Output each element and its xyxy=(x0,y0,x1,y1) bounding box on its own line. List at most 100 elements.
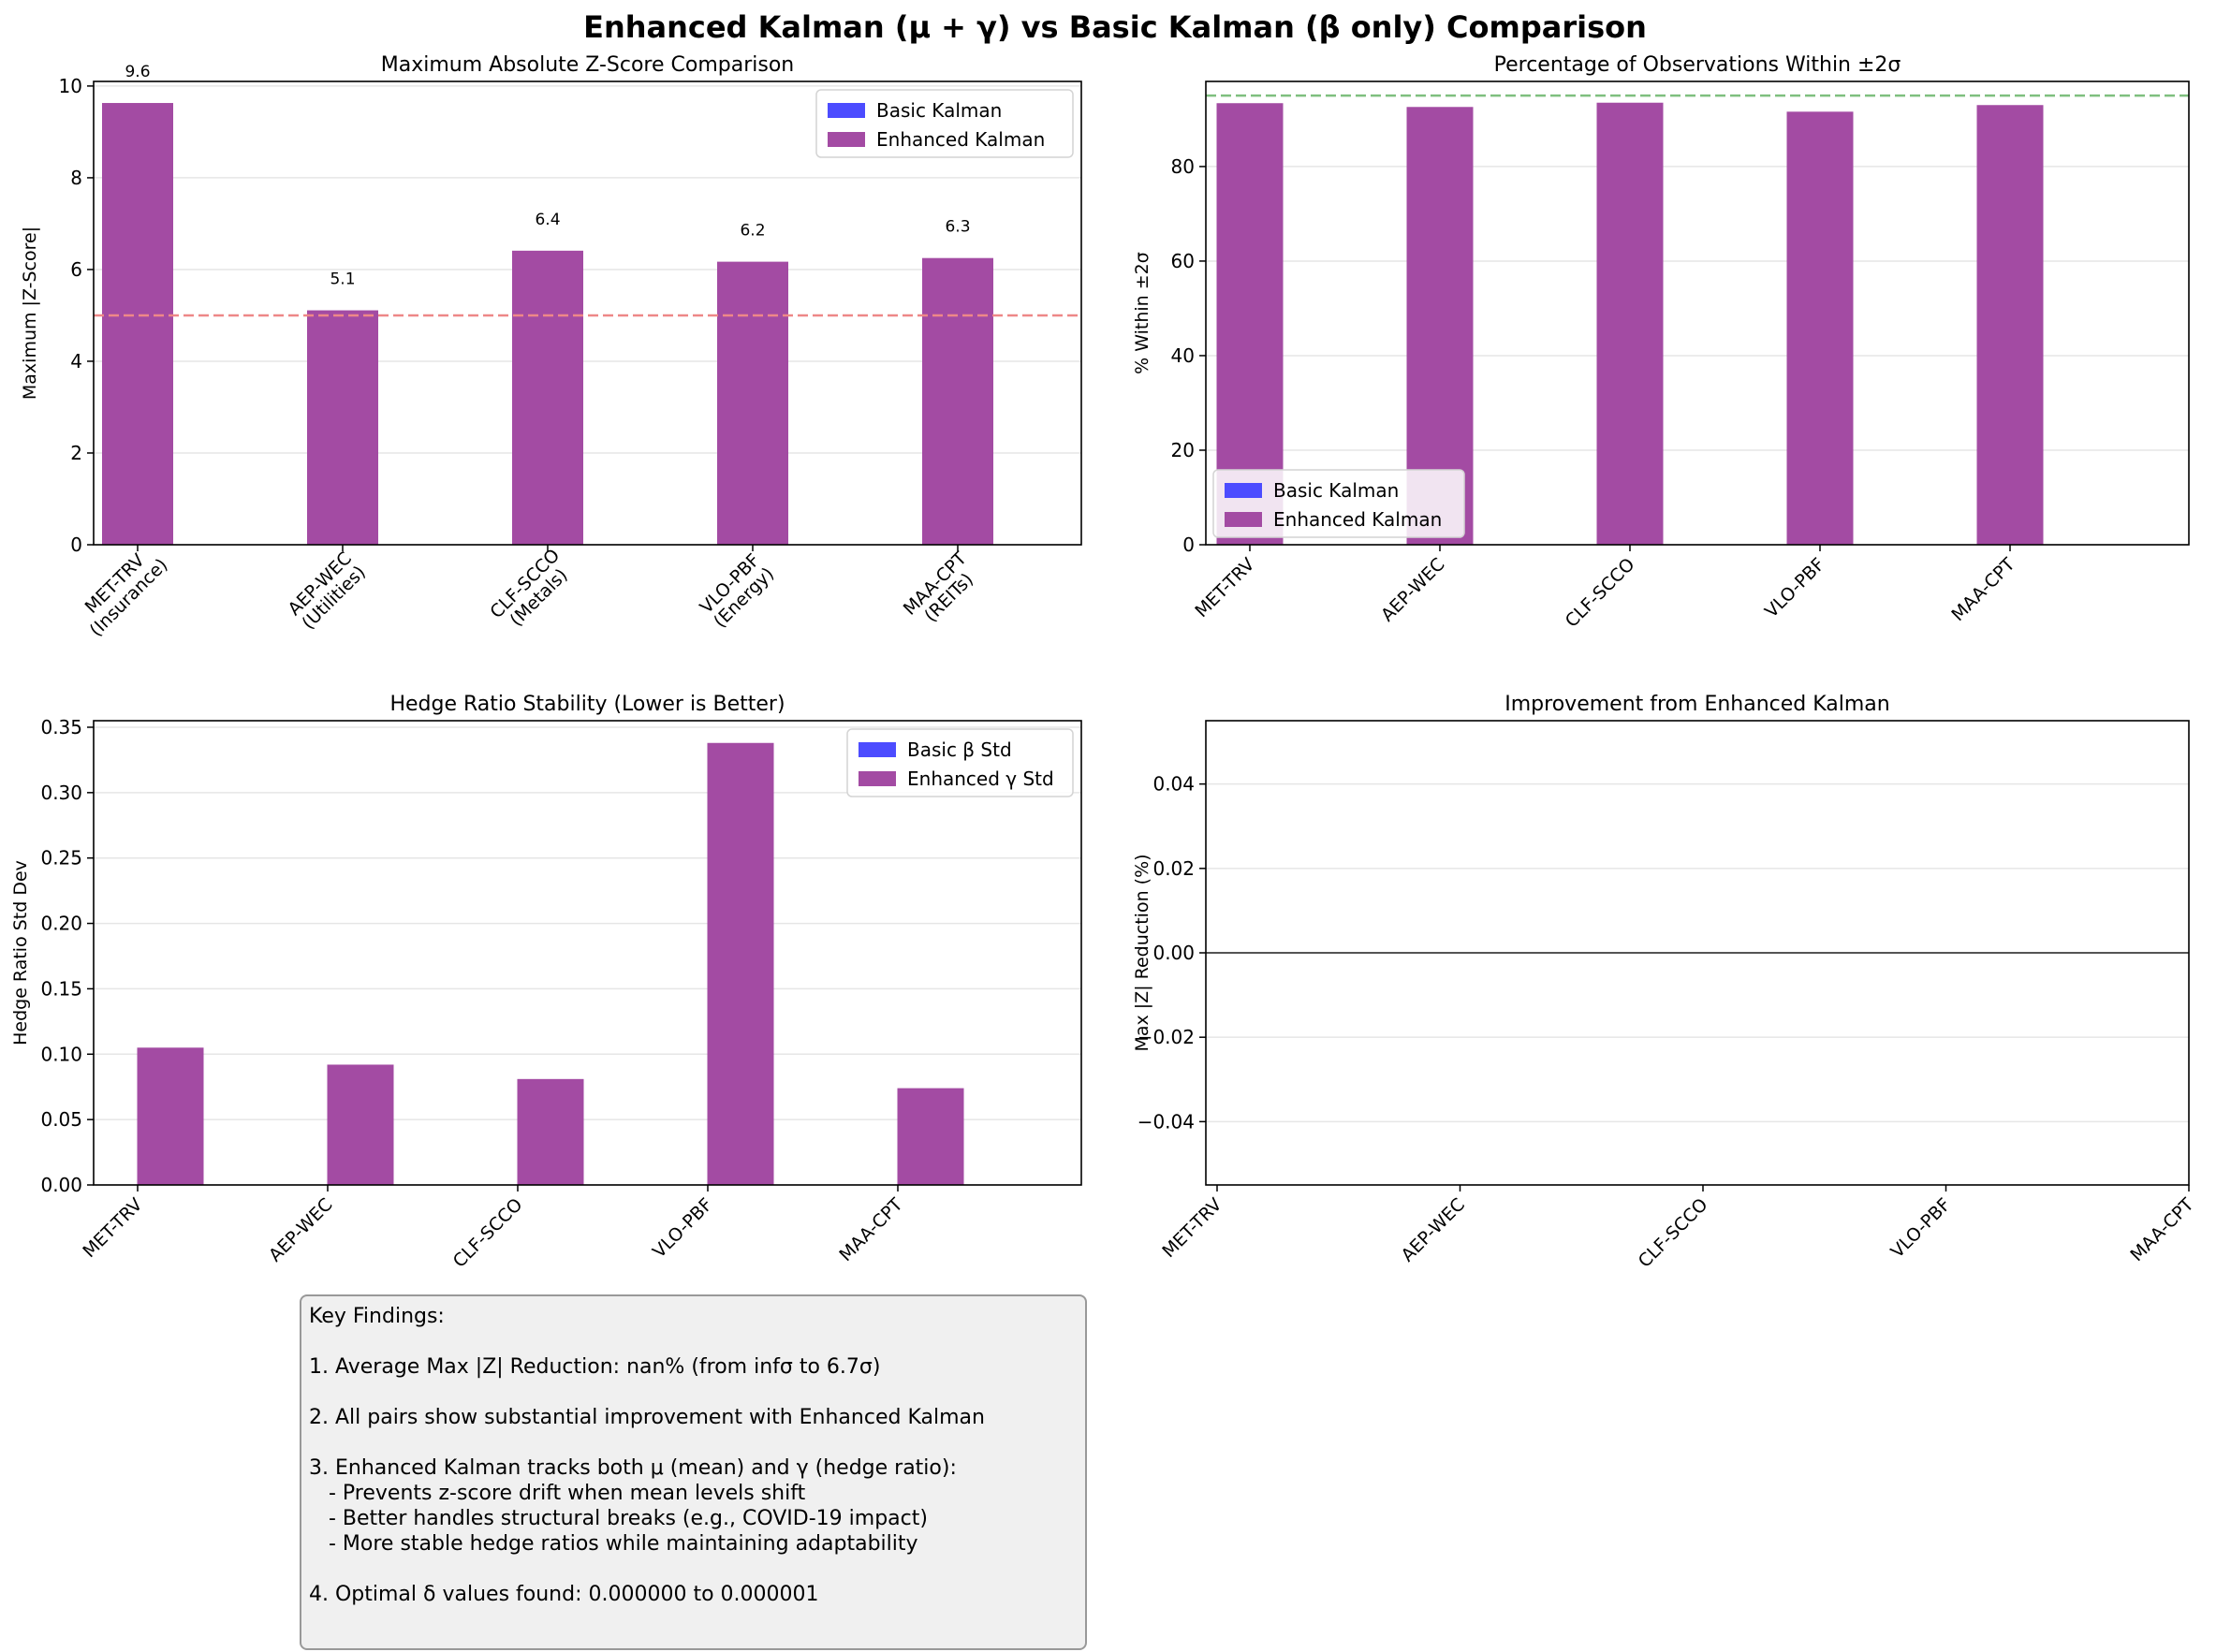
bar-enhanced-0 xyxy=(102,103,173,545)
legend-entry: Basic Kalman xyxy=(1273,479,1399,502)
x-tick-label: MET-TRV(Insurance) xyxy=(72,541,172,641)
x-tick-label: AEP-WEC xyxy=(1377,554,1449,626)
findings-line: - More stable hedge ratios while maintai… xyxy=(309,1532,918,1556)
x-tick-label: MAA-CPT xyxy=(835,1194,906,1265)
x-tick-label: CLF-SCCO xyxy=(449,1194,527,1272)
y-tick-label: 0.10 xyxy=(40,1043,82,1065)
y-axis-label: Max |Z| Reduction (%) xyxy=(1132,854,1152,1051)
findings-line xyxy=(309,1329,1078,1354)
x-tick-label: AEP-WEC xyxy=(1398,1194,1470,1266)
x-tick-label: VLO-PBF xyxy=(1761,554,1829,622)
bar-enhanced-1 xyxy=(327,1064,394,1185)
legend-swatch xyxy=(1225,483,1262,498)
bar-enhanced-4 xyxy=(922,257,993,545)
bar-enhanced-2 xyxy=(1596,102,1664,546)
y-tick-label: 0.02 xyxy=(1152,857,1195,880)
y-tick-label: 6 xyxy=(70,258,82,281)
axes-frame xyxy=(1205,720,2190,1186)
x-tick-label: AEP-WEC(Utilities) xyxy=(284,548,369,633)
findings-line: - Prevents z-score drift when mean level… xyxy=(309,1482,806,1505)
data-label: 9.6 xyxy=(125,63,150,81)
legend: Basic Kalman Enhanced Kalman xyxy=(815,89,1074,158)
y-tick-label: 2 xyxy=(70,442,82,464)
findings-line: 2. All pairs show substantial improvemen… xyxy=(309,1406,985,1429)
x-tick-label: VLO-PBF xyxy=(1886,1194,1955,1263)
legend-swatch xyxy=(828,103,865,118)
legend-swatch xyxy=(859,742,896,757)
y-tick-label: 0.05 xyxy=(40,1108,82,1131)
y-axis-label: % Within ±2σ xyxy=(1132,252,1152,374)
y-axis-label: Hedge Ratio Std Dev xyxy=(10,860,31,1045)
legend: Basic β Std Enhanced γ Std xyxy=(846,728,1074,797)
legend-swatch xyxy=(828,132,865,147)
subplot-title: Improvement from Enhanced Kalman xyxy=(1504,693,1889,716)
findings-line: 4. Optimal δ values found: 0.000000 to 0… xyxy=(309,1583,819,1606)
y-tick-label: 0.04 xyxy=(1152,773,1195,796)
data-label: 5.1 xyxy=(330,270,355,289)
y-tick-label: −0.02 xyxy=(1138,1026,1195,1048)
key-findings-box: Key Findings: 1. Average Max |Z| Reductio… xyxy=(300,1294,1087,1650)
y-tick-label: 0 xyxy=(1182,534,1195,556)
figure-title: Enhanced Kalman (μ + γ) vs Basic Kalman … xyxy=(583,9,1647,45)
findings-line: Key Findings: xyxy=(309,1305,445,1328)
x-tick-label: CLF-SCCO(Metals) xyxy=(486,545,578,636)
axes-frame xyxy=(93,720,1082,1186)
findings-line xyxy=(309,1557,1078,1582)
y-tick-label: 20 xyxy=(1171,439,1195,461)
data-label: 6.2 xyxy=(740,222,765,241)
legend: Basic Kalman Enhanced Kalman xyxy=(1212,469,1465,538)
subplot-1: 0 2 4 6 8 10 9.6 5.1 6.4 6.2 6.3 MET-TRV(Insurance)… xyxy=(20,53,1082,641)
x-tick-label: VLO-PBF xyxy=(649,1194,717,1263)
bar-enhanced-1 xyxy=(307,310,378,545)
findings-line: - Better handles structural breaks (e.g.… xyxy=(309,1507,928,1530)
x-tick-label: MET-TRV xyxy=(79,1194,146,1262)
y-tick-label: 60 xyxy=(1171,250,1195,272)
y-tick-label: 80 xyxy=(1171,155,1195,178)
y-tick-label: 0.15 xyxy=(40,977,82,1000)
legend-swatch xyxy=(859,771,896,786)
subplot-2: 0 20 40 60 80 MET-TRV AEP-WEC CLF-SCCO VLO-PBF MA… xyxy=(1132,53,2190,632)
findings-line xyxy=(309,1380,1078,1405)
bar-enhanced-3 xyxy=(707,742,774,1185)
data-label: 6.3 xyxy=(945,218,970,237)
bar-enhanced-0 xyxy=(137,1047,204,1185)
x-tick-label: MAA-CPT xyxy=(2126,1194,2197,1265)
axes-frame xyxy=(93,80,1082,546)
legend-frame xyxy=(815,89,1074,158)
y-tick-label: 40 xyxy=(1171,344,1195,367)
y-tick-label: 4 xyxy=(70,350,82,373)
y-tick-label: 8 xyxy=(70,167,82,189)
x-tick-label: CLF-SCCO xyxy=(1562,554,1639,632)
data-label: 6.4 xyxy=(535,211,560,229)
subplot-title: Percentage of Observations Within ±2σ xyxy=(1494,53,1901,77)
y-tick-label: 0.30 xyxy=(40,782,82,804)
x-tick-label: MAA-CPT(REITs) xyxy=(900,548,985,633)
y-tick-label: 0.00 xyxy=(40,1174,82,1196)
subplot-3: 0.00 0.05 0.10 0.15 0.20 0.25 0.30 0.35 MET-TRV A… xyxy=(10,693,1082,1272)
bar-enhanced-3 xyxy=(717,261,788,545)
x-tick-label: AEP-WEC xyxy=(265,1194,337,1266)
legend-frame xyxy=(846,728,1074,797)
x-tick-label: VLO-PBF(Energy) xyxy=(696,549,778,632)
legend-entry: Enhanced Kalman xyxy=(1273,508,1442,531)
subplot-title: Maximum Absolute Z-Score Comparison xyxy=(381,53,795,77)
y-tick-label: −0.04 xyxy=(1138,1110,1195,1133)
legend-entry: Enhanced Kalman xyxy=(876,128,1045,151)
y-tick-label: 10 xyxy=(59,75,82,97)
y-tick-label: 0.35 xyxy=(40,716,82,738)
subplot-4: −0.04 −0.02 0.00 0.02 0.04 MET-TRV AEP-WEC CLF-… xyxy=(1132,693,2198,1272)
x-tick-label: CLF-SCCO xyxy=(1635,1194,1712,1272)
findings-line: 3. Enhanced Kalman tracks both μ (mean) … xyxy=(309,1456,957,1480)
bar-enhanced-4 xyxy=(1976,105,2044,546)
subplots: 0 2 4 6 8 10 9.6 5.1 6.4 6.2 6.3 MET-TRV(Insurance)… xyxy=(10,53,2198,1272)
y-tick-label: 0.00 xyxy=(1152,942,1195,964)
bar-enhanced-4 xyxy=(897,1088,964,1185)
y-axis-label: Maximum |Z-Score| xyxy=(20,227,40,400)
legend-frame xyxy=(1212,469,1465,538)
legend-entry: Basic β Std xyxy=(907,738,1012,761)
bar-enhanced-3 xyxy=(1786,111,1854,545)
legend-entry: Enhanced γ Std xyxy=(907,768,1054,790)
y-tick-label: 0.20 xyxy=(40,913,82,935)
findings-line xyxy=(309,1430,1078,1455)
